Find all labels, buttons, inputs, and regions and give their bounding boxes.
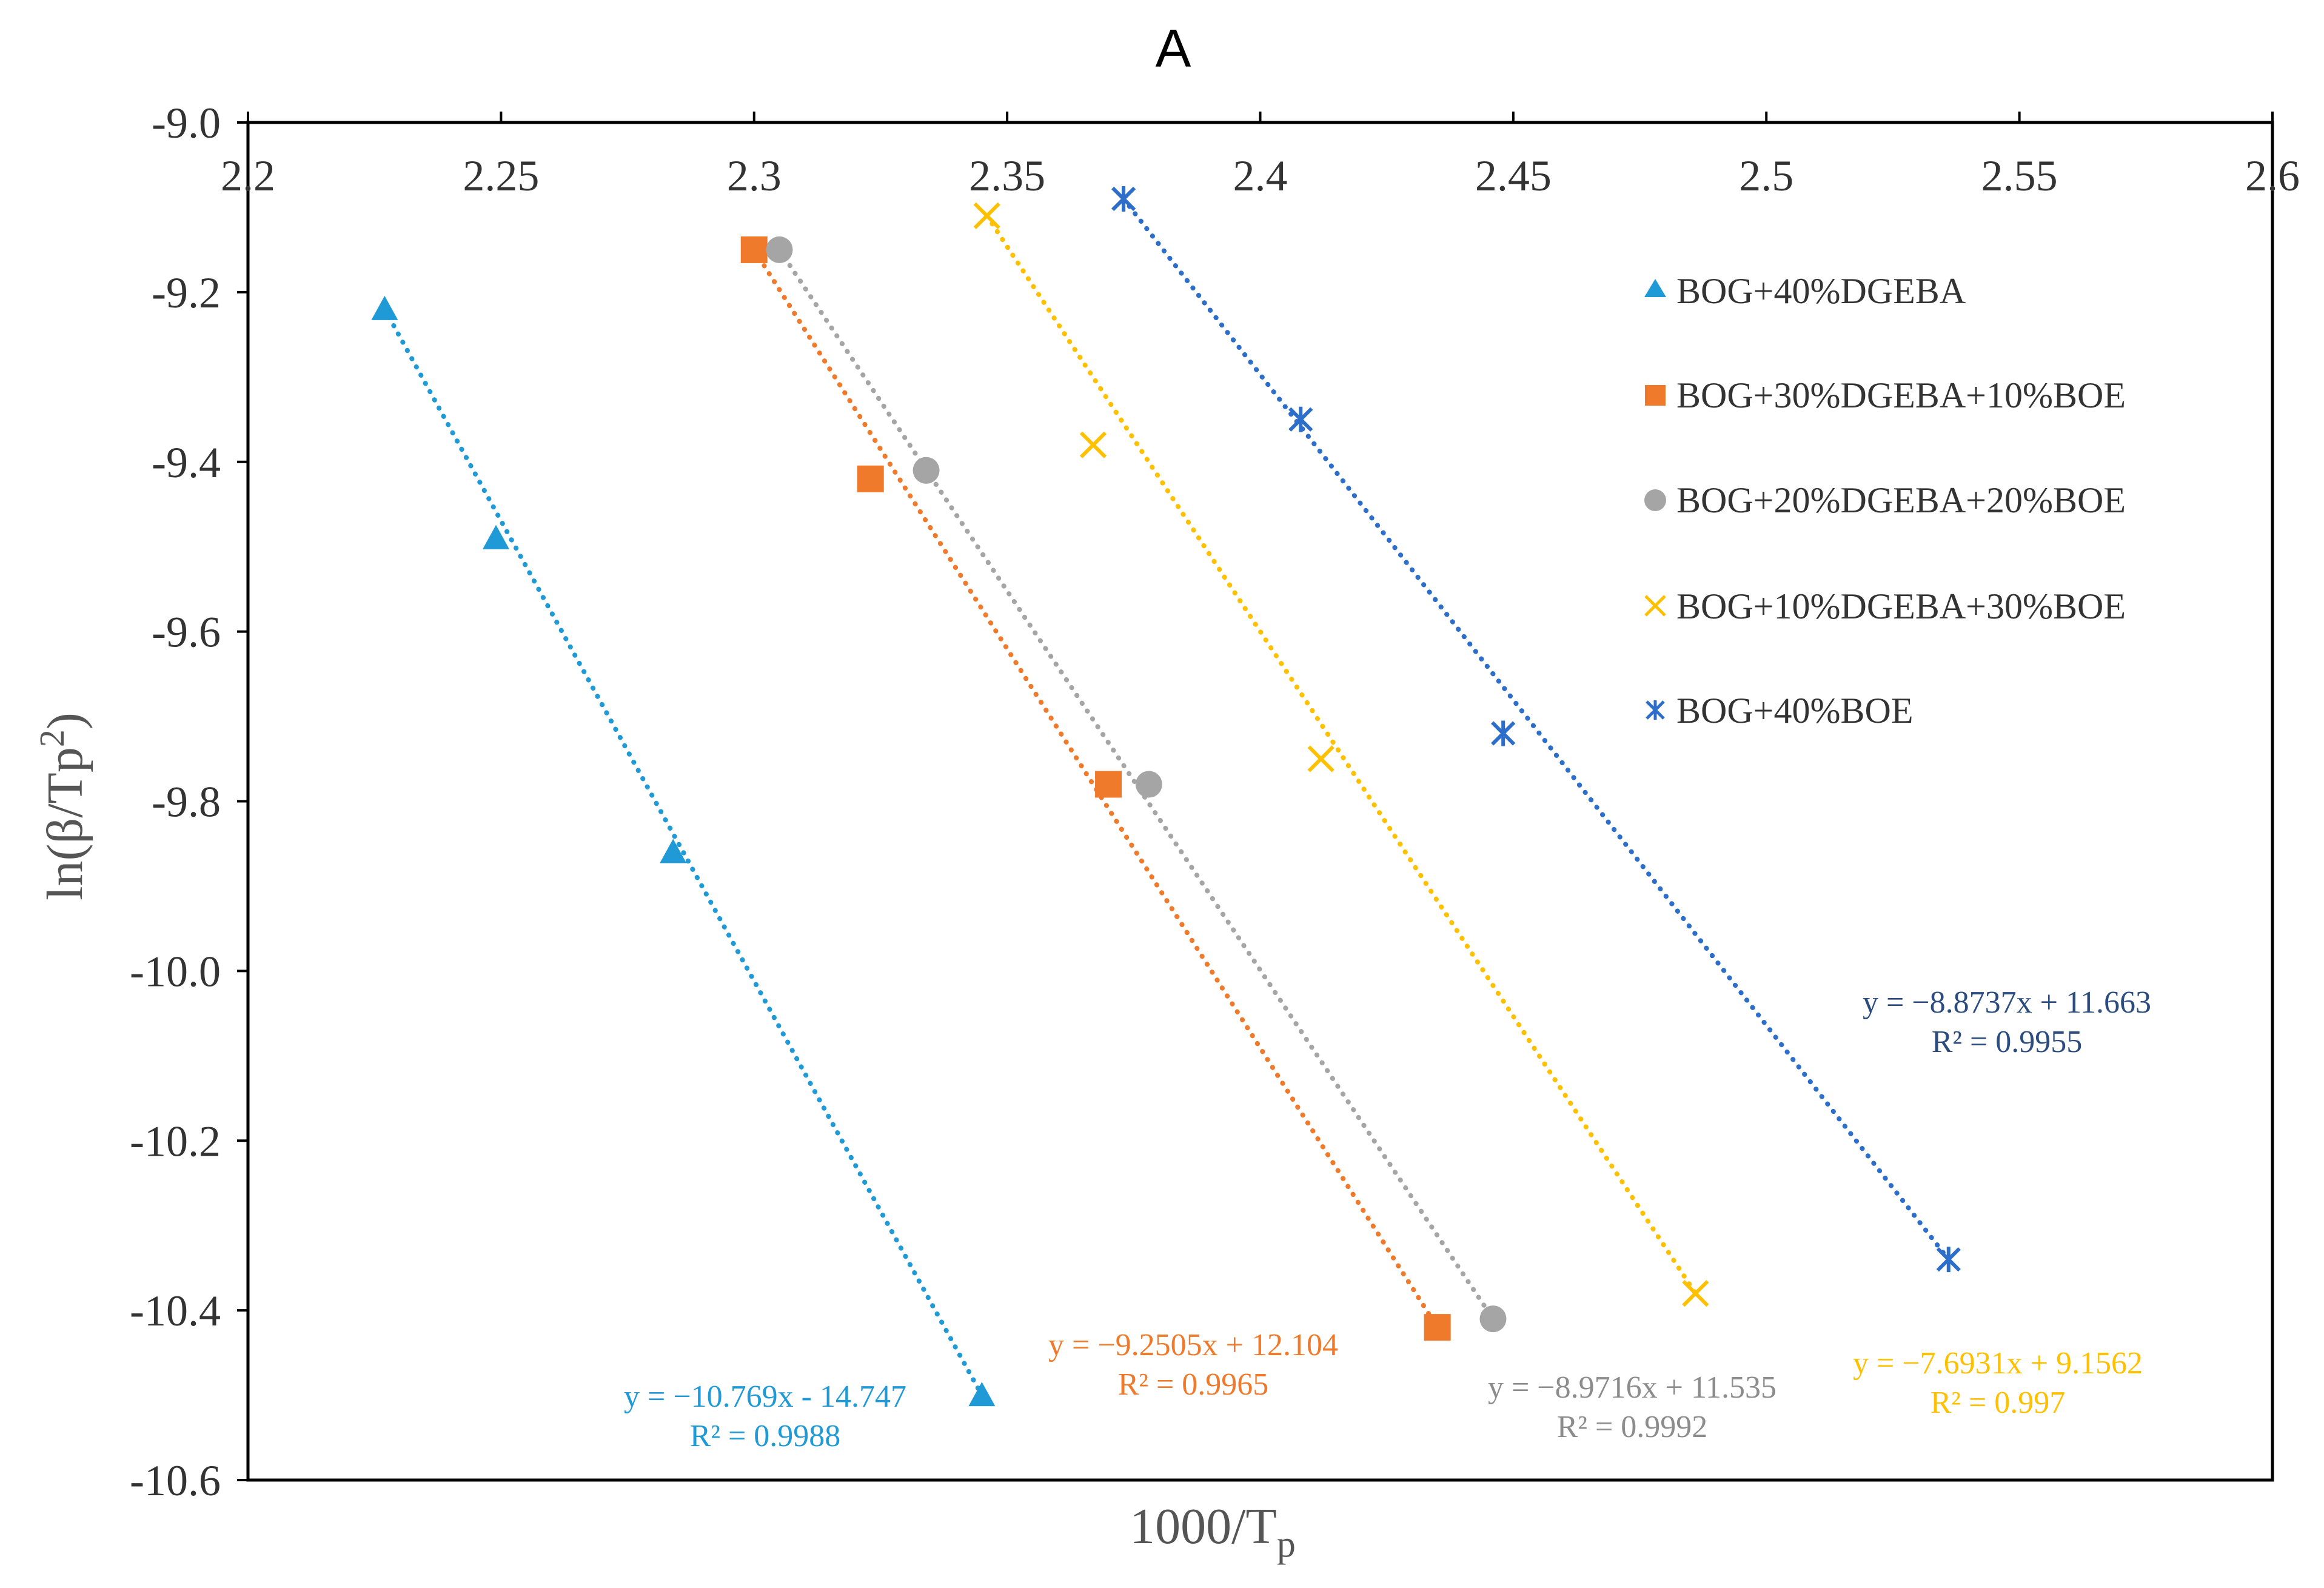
data-point-series-4-1 — [1288, 406, 1313, 432]
data-point-series-4-0 — [1111, 186, 1136, 212]
equation-label-3: y = −7.6931x + 9.1562 — [1853, 1346, 2143, 1381]
legend-marker-square — [1645, 385, 1666, 406]
legend-label-2: BOG+20%DGEBA+20%BOE — [1676, 480, 2126, 520]
r2-label-4: R² = 0.9955 — [1932, 1025, 2083, 1059]
x-tick-label: 2.55 — [1981, 152, 2058, 200]
legend-item-1: BOG+30%DGEBA+10%BOE — [1645, 375, 2126, 415]
data-point-series-3-0 — [973, 202, 1000, 230]
x-tick-label: 2.45 — [1475, 152, 1552, 200]
data-point-series-2-2 — [1135, 771, 1162, 798]
data-point-series-2-1 — [913, 457, 940, 484]
legend-label-0: BOG+40%DGEBA — [1676, 271, 1966, 311]
legend-item-3: BOG+10%DGEBA+30%BOE — [1644, 586, 2126, 626]
x-axis-label: 1000/Tp — [1130, 1498, 1296, 1565]
data-point-series-0-3 — [968, 1382, 996, 1407]
legend-marker-asterisk — [1646, 700, 1665, 720]
legend-marker-circle — [1644, 489, 1666, 511]
y-axis-label: ln(β/Tp2) — [32, 712, 93, 900]
legend-item-0: BOG+40%DGEBA — [1644, 271, 1966, 311]
equation-label-1: y = −9.2505x + 12.104 — [1048, 1328, 1338, 1362]
y-tick-label: -9.4 — [152, 438, 221, 487]
x-tick-label: 2.35 — [969, 152, 1045, 200]
data-point-series-0-1 — [483, 524, 510, 549]
trendline-series-2 — [777, 247, 1496, 1322]
data-point-series-3-2 — [1307, 745, 1334, 772]
data-point-series-3-1 — [1079, 431, 1107, 458]
data-point-series-2-0 — [766, 236, 793, 263]
x-tick-label: 2.25 — [463, 152, 539, 200]
chart-title: A — [1156, 18, 1191, 78]
legend-item-2: BOG+20%DGEBA+20%BOE — [1644, 480, 2126, 520]
trendline-series-4 — [1121, 196, 1951, 1262]
data-point-series-1-0 — [740, 236, 768, 263]
legend-marker-triangle — [1644, 279, 1666, 297]
y-tick-label: -9.0 — [152, 99, 221, 147]
x-tick-label: 2.3 — [727, 152, 782, 200]
legend-label-3: BOG+10%DGEBA+30%BOE — [1676, 586, 2126, 626]
y-tick-label: -10.0 — [130, 947, 221, 996]
equation-group-4: y = −8.8737x + 11.663 R² = 0.9955 — [1863, 985, 2151, 1059]
data-point-series-1-3 — [1424, 1314, 1451, 1341]
trendline-series-0 — [382, 306, 985, 1398]
r2-label-1: R² = 0.9965 — [1118, 1367, 1269, 1402]
legend-item-4: BOG+40%BOE — [1646, 691, 1914, 731]
legend-label-1: BOG+30%DGEBA+10%BOE — [1676, 375, 2126, 415]
y-tick-label: -10.2 — [130, 1117, 221, 1165]
y-tick-label: -9.6 — [152, 608, 221, 657]
data-point-series-0-0 — [371, 295, 398, 320]
x-tick-label: 2.5 — [1739, 152, 1793, 200]
equation-group-2: y = −8.9716x + 11.535 R² = 0.9992 — [1488, 1370, 1776, 1444]
legend-marker-x — [1644, 595, 1666, 617]
x-tick-label: 2.6 — [2245, 152, 2300, 200]
equation-group-1: y = −9.2505x + 12.104 R² = 0.9965 — [1048, 1328, 1338, 1402]
data-point-series-4-3 — [1936, 1247, 1961, 1273]
data-point-series-1-1 — [857, 465, 884, 492]
data-point-series-0-2 — [660, 839, 687, 863]
plot-area-frame — [246, 121, 2274, 1482]
data-point-series-2-3 — [1479, 1305, 1507, 1333]
equation-label-0: y = −10.769x - 14.747 — [624, 1379, 906, 1414]
x-axis-label-subscript: p — [1277, 1524, 1296, 1565]
equation-label-2: y = −8.9716x + 11.535 — [1488, 1370, 1776, 1405]
equation-label-4: y = −8.8737x + 11.663 — [1863, 985, 2151, 1020]
r2-label-0: R² = 0.9988 — [690, 1419, 841, 1453]
y-tick-label: -9.8 — [152, 778, 221, 826]
data-point-series-4-2 — [1491, 720, 1516, 746]
data-point-series-1-2 — [1095, 771, 1122, 798]
legend-label-4: BOG+40%BOE — [1676, 691, 1914, 731]
data-point-series-3-3 — [1682, 1280, 1709, 1307]
y-tick-label: -9.2 — [152, 269, 221, 317]
y-axis-label-superscript: 2 — [32, 729, 72, 747]
r2-label-2: R² = 0.9992 — [1557, 1410, 1708, 1444]
x-tick-label: 2.4 — [1233, 152, 1288, 200]
y-tick-label: -10.4 — [130, 1287, 221, 1335]
legend: BOG+40%DGEBA BOG+30%DGEBA+10%BOE BOG+20%… — [1644, 271, 2126, 731]
equation-group-0: y = −10.769x - 14.747 R² = 0.9988 — [624, 1379, 906, 1453]
points-layer — [371, 186, 1961, 1407]
equation-group-3: y = −7.6931x + 9.1562 R² = 0.997 — [1853, 1346, 2143, 1420]
tick-layer: 2.2 2.25 2.3 2.35 2.4 2.45 2.5 2.55 2.6 -9.0 -9.2 -… — [130, 99, 2300, 1505]
r2-label-3: R² = 0.997 — [1931, 1385, 2066, 1420]
trendline-series-3 — [984, 213, 1698, 1296]
y-tick-label: -10.6 — [130, 1456, 221, 1505]
x-tick-label: 2.2 — [221, 152, 275, 200]
